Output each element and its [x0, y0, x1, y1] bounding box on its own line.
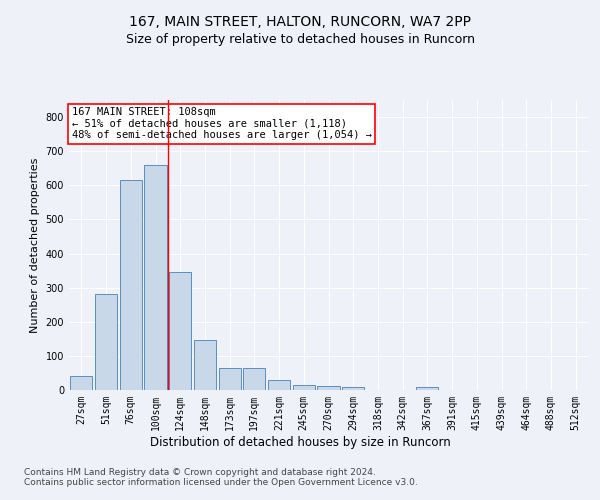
- Text: 167 MAIN STREET: 108sqm
← 51% of detached houses are smaller (1,118)
48% of semi: 167 MAIN STREET: 108sqm ← 51% of detache…: [71, 108, 371, 140]
- Bar: [119, 180, 142, 390]
- Bar: [293, 385, 315, 390]
- Bar: [70, 376, 92, 390]
- Bar: [145, 165, 167, 390]
- Text: Distribution of detached houses by size in Runcorn: Distribution of detached houses by size …: [149, 436, 451, 449]
- Text: Contains HM Land Registry data © Crown copyright and database right 2024.
Contai: Contains HM Land Registry data © Crown c…: [24, 468, 418, 487]
- Bar: [194, 340, 216, 390]
- Bar: [268, 380, 290, 390]
- Bar: [416, 386, 439, 390]
- Bar: [218, 368, 241, 390]
- Bar: [169, 272, 191, 390]
- Bar: [243, 368, 265, 390]
- Y-axis label: Number of detached properties: Number of detached properties: [30, 158, 40, 332]
- Bar: [342, 386, 364, 390]
- Bar: [317, 386, 340, 390]
- Bar: [95, 294, 117, 390]
- Text: Size of property relative to detached houses in Runcorn: Size of property relative to detached ho…: [125, 34, 475, 46]
- Text: 167, MAIN STREET, HALTON, RUNCORN, WA7 2PP: 167, MAIN STREET, HALTON, RUNCORN, WA7 2…: [129, 16, 471, 30]
